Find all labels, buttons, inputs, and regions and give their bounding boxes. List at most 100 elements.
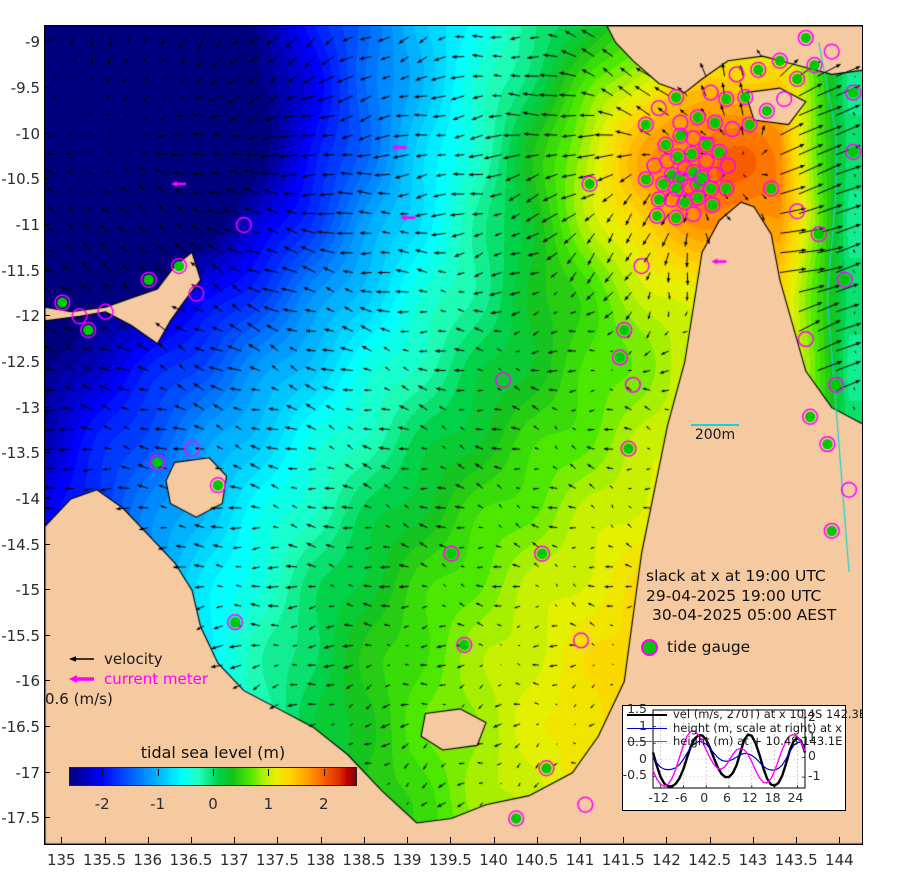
inset-y2-tick-label: 0 <box>808 748 816 764</box>
colorbar-tick-label: 1 <box>263 795 274 813</box>
y-tick <box>44 543 50 545</box>
x-tick <box>536 837 538 843</box>
y-tick <box>44 87 50 89</box>
inset-legend-row: height (m) at + 10.4S 143.1E <box>627 734 862 749</box>
y-tick <box>44 634 50 636</box>
inset-series-0 <box>651 733 807 788</box>
inset-legend-row: height (m, scale at right) at x <box>627 720 862 736</box>
colorbar-tick-labels: -2 -1 0 1 2 <box>69 795 357 815</box>
colorbar-title: tidal sea level (m) <box>140 743 286 762</box>
x-tick-label: 138.5 <box>342 851 386 869</box>
y-tick <box>44 269 50 271</box>
x-tick <box>363 837 365 843</box>
inset-legend-swatch <box>627 727 667 729</box>
x-tick-label: 139 <box>392 851 422 869</box>
y-tick <box>44 589 50 591</box>
x-tick <box>61 837 63 843</box>
inset-series-2 <box>652 730 806 788</box>
inset-x-tick-label: -12 <box>648 790 669 805</box>
inset-y-tick-label: 1.5 <box>627 701 647 716</box>
x-tick-label: 142 <box>652 851 681 869</box>
colorbar-tick <box>213 769 214 776</box>
inset-y-tick-label: 1 <box>639 717 647 733</box>
time-annotation: slack at x at 19:00 UTC 29-04-2025 19:00… <box>646 567 836 626</box>
inset-x-tick-label: 24 <box>787 790 804 805</box>
velocity-scale-label: 0.6 (m/s) <box>45 690 113 708</box>
x-tick <box>796 837 798 843</box>
colorbar-strip <box>69 767 357 786</box>
y-tick-label: -9 <box>25 33 40 52</box>
x-tick-label: 138 <box>306 851 335 869</box>
x-tick <box>104 837 106 843</box>
inset-y-tick-label: 0 <box>639 750 647 766</box>
time-line-3: 30-04-2025 05:00 AEST <box>652 606 837 624</box>
y-tick <box>44 452 50 454</box>
x-tick-label: 139.5 <box>428 851 472 869</box>
x-tick <box>147 837 149 843</box>
x-tick-label: 140.5 <box>515 851 559 869</box>
velocity-legend-row: velocity <box>69 649 208 669</box>
y-tick <box>44 360 50 362</box>
velocity-legend: velocity current meter 0.6 (m/s) <box>45 649 208 709</box>
inset-legend-swatch <box>627 741 667 743</box>
x-tick-label: 144 <box>825 851 854 869</box>
current-meter-arrow-icon <box>69 675 94 683</box>
x-tick-label: 141 <box>565 851 595 869</box>
x-tick <box>234 837 236 843</box>
x-tick-label: 141.5 <box>601 851 645 869</box>
inset-y2-tick-label: -1 <box>808 768 821 784</box>
x-tick <box>623 837 625 843</box>
x-tick-label: 135 <box>46 851 76 869</box>
colorbar-ticks <box>69 769 357 793</box>
x-tick-label: 137.5 <box>255 851 299 869</box>
x-tick-label: 140 <box>479 851 508 869</box>
x-tick <box>752 837 754 843</box>
x-tick-label: 136.5 <box>169 851 213 869</box>
inset-legend-label: height (m, scale at right) at x <box>673 720 842 735</box>
x-tick-label: 135.5 <box>83 851 126 869</box>
x-tick-label: 136 <box>133 851 163 869</box>
depth-contour-line <box>691 424 739 426</box>
x-tick <box>580 837 582 843</box>
colorbar-tick-label: -1 <box>150 795 166 813</box>
velocity-legend-label: velocity <box>104 650 163 668</box>
inset-x-tick-label: -6 <box>675 790 688 805</box>
colorbar-tick <box>323 769 325 776</box>
current-meter-legend-label: current meter <box>104 670 208 688</box>
map-plot-area[interactable]: 200m slack at x at 19:00 UTC 29-04-2025 … <box>44 25 863 845</box>
inset-y-tick-label: -0.5 <box>622 767 647 783</box>
inset-y2-tick-label: 1 <box>808 728 816 744</box>
y-tick-label: -10.5 <box>1 170 40 189</box>
x-tick <box>450 837 452 843</box>
tide-gauge-legend-label: tide gauge <box>667 638 751 656</box>
time-line-1: slack at x at 19:00 UTC <box>646 567 826 585</box>
timeseries-inset-chart[interactable] <box>622 705 846 811</box>
colorbar-tick-label: 0 <box>208 795 218 813</box>
y-tick <box>44 726 50 728</box>
x-tick <box>407 837 409 843</box>
x-tick-label: 137 <box>219 851 249 869</box>
inset-chart-canvas <box>651 709 807 789</box>
y-tick-label: -16 <box>15 672 41 691</box>
inset-x-tick-label: 0 <box>700 790 709 805</box>
inset-legend-row: vel (m/s, 270T) at x 10.4S 142.3E <box>627 707 862 722</box>
y-tick-label: -16.5 <box>1 718 40 737</box>
y-tick-label: -15 <box>15 581 41 600</box>
colorbar: tidal sea level (m) -2 -1 0 1 2 <box>69 743 357 815</box>
y-tick-label: -11.5 <box>1 261 40 280</box>
inset-legend-swatch <box>627 713 667 716</box>
inset-x-tick-label: 18 <box>764 790 781 805</box>
y-tick-label: -14.5 <box>1 535 40 554</box>
tide-gauge-legend: tide gauge <box>641 638 750 656</box>
y-tick <box>44 497 50 499</box>
colorbar-tick <box>102 769 104 776</box>
tide-gauge-icon <box>641 638 658 656</box>
y-tick <box>44 132 50 134</box>
current-meter-legend-row: current meter <box>69 669 208 689</box>
y-tick <box>44 817 50 819</box>
x-tick-label: 143.5 <box>774 851 818 869</box>
x-tick <box>709 837 711 843</box>
x-tick <box>277 837 279 843</box>
